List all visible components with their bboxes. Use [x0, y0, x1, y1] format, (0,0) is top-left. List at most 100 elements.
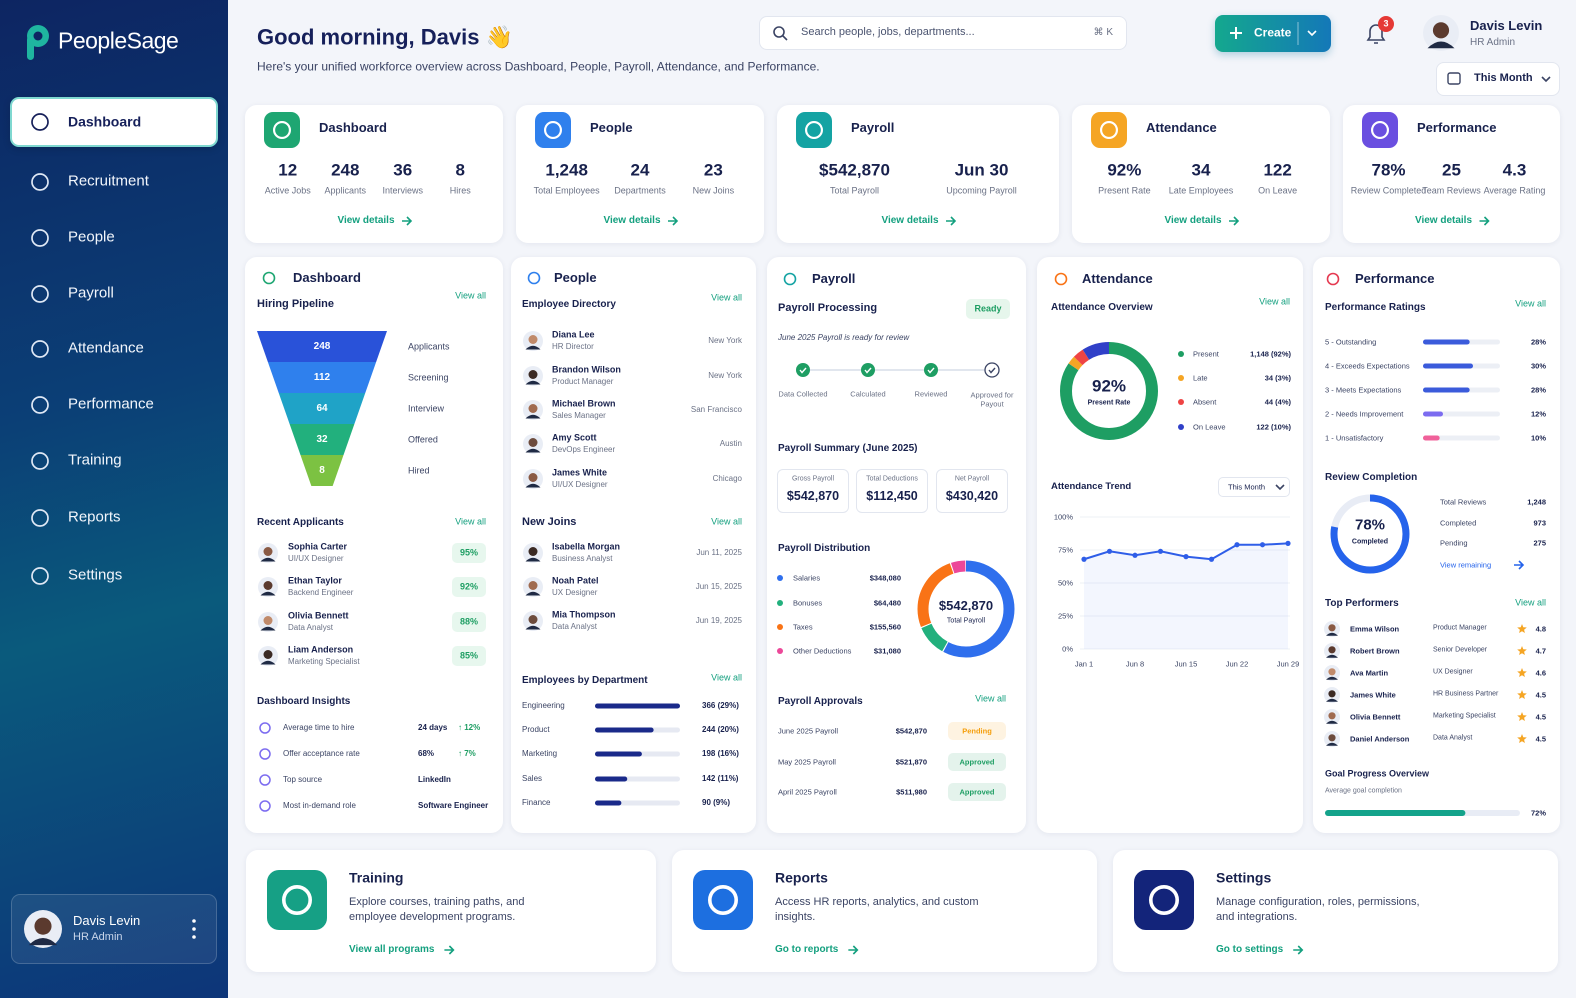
link[interactable]: View all [711, 672, 742, 683]
link[interactable]: View all [711, 292, 742, 303]
link[interactable]: View all programs [349, 943, 435, 955]
step-label: Approved for Payout [970, 390, 1014, 409]
summary-label: Net Payroll [954, 475, 990, 483]
link[interactable]: View all [711, 516, 742, 527]
menu-dot[interactable] [192, 935, 196, 939]
stat-label: Applicants [324, 185, 367, 196]
filter-select[interactable] [1218, 477, 1290, 497]
star-icon [1517, 690, 1527, 699]
step-dot [796, 363, 810, 377]
link[interactable]: Go to reports [775, 943, 839, 955]
stat-label: Upcoming Payroll [946, 185, 1017, 196]
insight-icon [259, 774, 271, 786]
nav-item[interactable]: People [68, 228, 115, 246]
status-badge [948, 722, 1006, 740]
link[interactable]: Go to settings [1216, 943, 1284, 955]
logo-mark [27, 36, 34, 60]
donut-center-label: Present Rate [1087, 399, 1131, 407]
link[interactable]: View all [975, 693, 1006, 704]
module-panel [1313, 257, 1560, 833]
search-icon [782, 35, 788, 41]
insight-label: Most in-demand role [283, 801, 356, 810]
link[interactable]: View details [881, 214, 939, 226]
arrow-icon [1293, 945, 1304, 955]
nav-item[interactable]: Payroll [68, 284, 114, 302]
arrow-icon [668, 216, 679, 226]
person-name: James White [552, 467, 608, 478]
nav-item[interactable]: Settings [68, 566, 123, 584]
nav-icon [31, 567, 49, 585]
stat-value: 1,248 [545, 160, 588, 180]
link[interactable]: View all [1515, 597, 1546, 608]
bar [1325, 810, 1466, 816]
donut-center-label: Completed [1351, 538, 1389, 546]
user-role: HR Admin [73, 931, 123, 944]
person-role: UI/UX Designer [552, 480, 608, 489]
legend-label: Other Deductions [793, 646, 852, 656]
person-role: Backend Engineer [288, 588, 354, 597]
link[interactable]: View details [1164, 214, 1222, 226]
area [1084, 543, 1288, 649]
link[interactable]: View details [1414, 214, 1473, 226]
link[interactable]: View all [455, 516, 486, 527]
avatar-face [1328, 690, 1336, 698]
stat-label: Interviews [382, 185, 424, 196]
nav-icon [31, 452, 49, 470]
avatar-face [1328, 668, 1336, 676]
bell-icon[interactable] [1366, 24, 1386, 44]
search-box[interactable] [759, 16, 1127, 50]
link[interactable]: View details [337, 214, 395, 226]
nav-item[interactable]: Dashboard [68, 113, 142, 130]
x-tick-label: Jun 15 [1174, 659, 1198, 669]
notification-count: 3 [1383, 18, 1389, 29]
approval-name: May 2025 Payroll [778, 757, 836, 767]
funnel-label: Applicants [408, 341, 450, 352]
link[interactable]: View details [603, 214, 661, 226]
person-role: Product Manager [552, 377, 614, 386]
calendar-icon [1447, 72, 1461, 85]
link[interactable]: View remaining [1440, 560, 1492, 570]
link[interactable]: View all [1515, 298, 1546, 309]
nav-item[interactable]: Reports [68, 508, 121, 526]
nav-item[interactable]: Training [68, 451, 122, 469]
nav-item[interactable]: Attendance [68, 339, 144, 357]
avatar-face [528, 581, 538, 590]
star-icon [1517, 734, 1527, 743]
department-value: 142 (11%) [702, 774, 739, 783]
avatar-body [525, 414, 541, 419]
point [1132, 552, 1138, 558]
search-placeholder[interactable]: Search people, jobs, departments... [801, 26, 975, 39]
stat-label: Total Payroll [829, 185, 880, 196]
link[interactable]: View all [455, 290, 486, 301]
period-select[interactable] [1436, 62, 1560, 96]
legend-value: 44 (4%) [1264, 397, 1291, 407]
location: Chicago [712, 474, 742, 483]
person-role: HR Business Partner [1433, 690, 1499, 698]
legend-dot [777, 600, 783, 606]
nav-item[interactable]: Performance [68, 395, 154, 413]
menu-dot[interactable] [192, 927, 196, 931]
location: Austin [719, 439, 742, 448]
period-label[interactable]: This Month [1474, 72, 1533, 85]
avatar-face [263, 616, 273, 625]
filter-label[interactable]: This Month [1228, 482, 1266, 492]
approval-amount: $542,870 [895, 726, 927, 736]
person-role: DevOps Engineer [552, 445, 616, 454]
legend-value: 122 (10%) [1256, 422, 1291, 432]
menu-dot[interactable] [192, 919, 196, 923]
location: New York [708, 336, 742, 345]
score: 92% [459, 581, 479, 592]
stat-value: 4.3 [1502, 160, 1527, 180]
icon-bg [264, 112, 300, 148]
rating-value: 28% [1530, 385, 1546, 395]
icon-bg [267, 870, 327, 930]
link[interactable]: View all [1259, 296, 1290, 307]
insight-change: ↑ 7% [458, 749, 476, 758]
person-role: Business Analyst [552, 554, 613, 563]
nav-item[interactable]: Recruitment [68, 172, 149, 190]
person-name: Amy Scott [552, 432, 597, 443]
insight-icon [259, 722, 271, 734]
section-title: Payroll Distribution [778, 542, 871, 554]
stat-value: 36 [393, 160, 413, 180]
create-label[interactable]: Create [1254, 25, 1292, 40]
